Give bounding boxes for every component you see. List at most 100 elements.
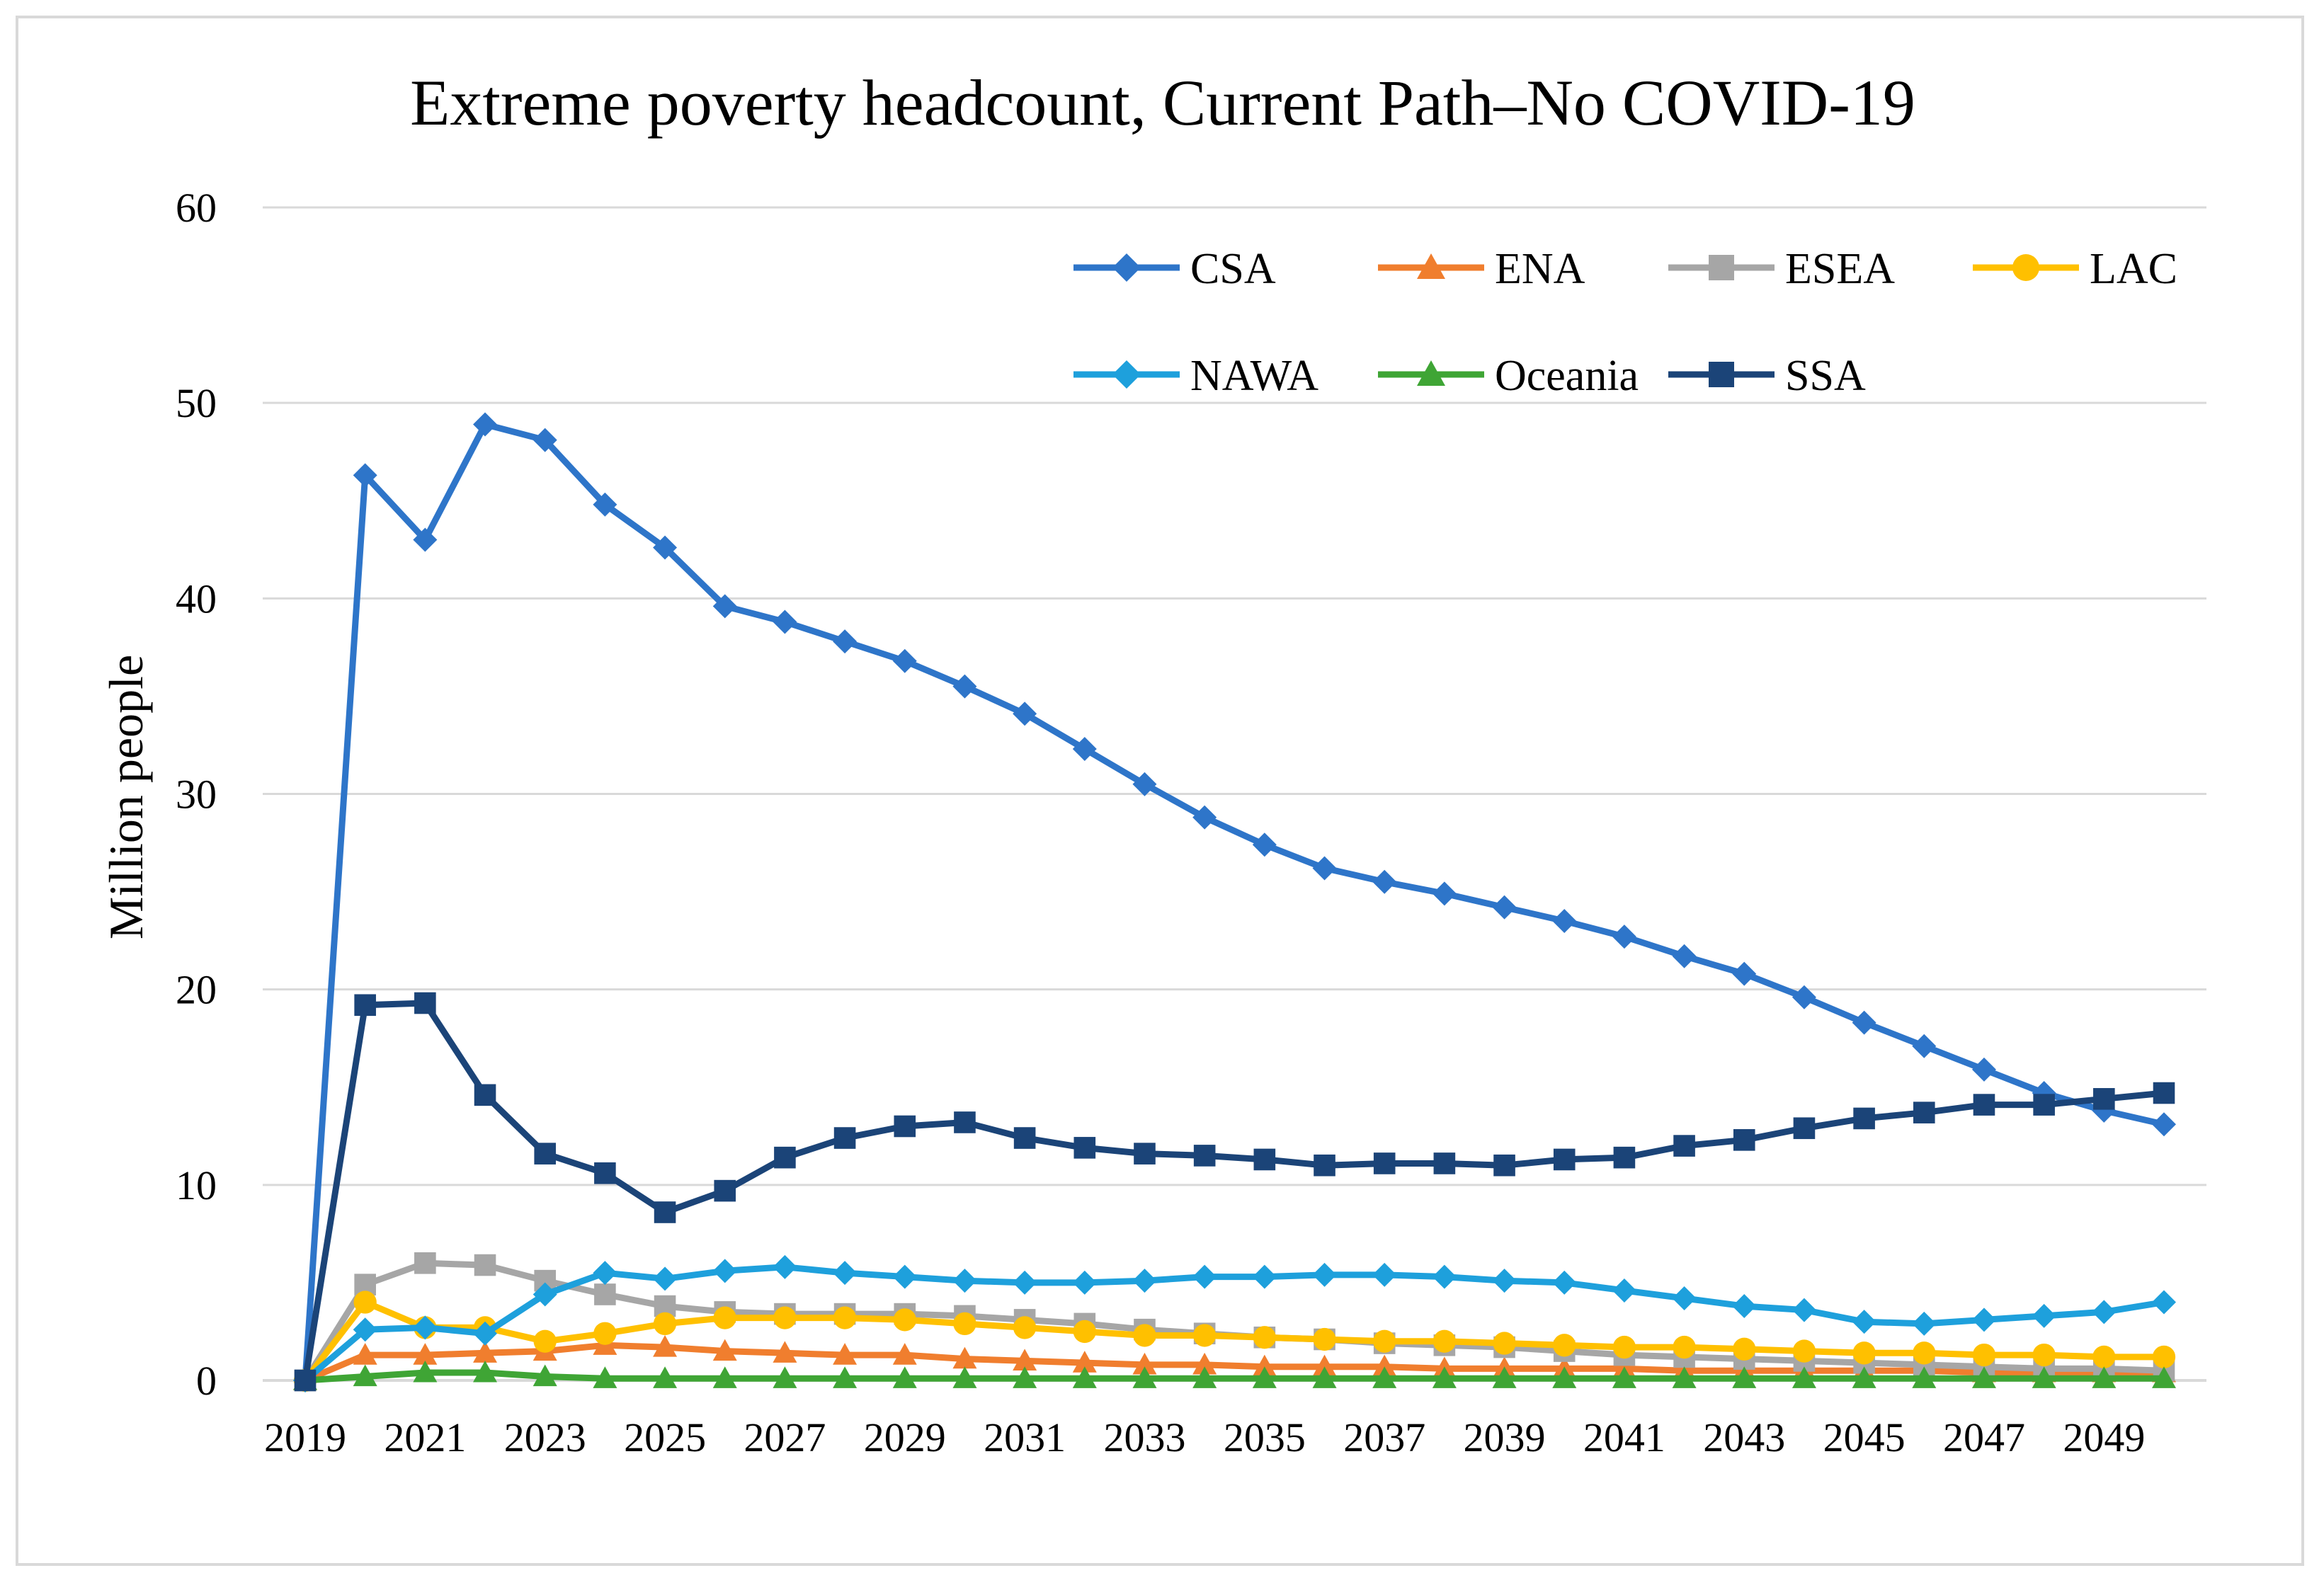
data-point [773,610,797,634]
y-tick-label: 30 [176,772,217,818]
data-point [1709,362,1734,387]
data-point [773,1306,797,1329]
series-csa [293,412,2176,1392]
data-point [1013,1127,1036,1149]
data-point [1433,1152,1456,1174]
series-ssa [294,992,2175,1392]
x-tick-label: 2021 [384,1414,466,1460]
data-point [1733,1337,1756,1361]
data-point [1912,1034,1937,1058]
series-oceania [293,1360,2176,1390]
data-point [892,1343,917,1365]
data-point [1013,1366,1037,1388]
data-point [353,1291,377,1314]
data-point [653,535,678,560]
data-point [413,1343,438,1365]
data-point [2012,254,2039,281]
x-tick-label: 2035 [1224,1414,1306,1460]
data-point [1673,1335,1696,1359]
data-point [1372,1366,1397,1388]
data-point [892,648,917,673]
data-point [1971,1366,1996,1388]
chart-title: Extreme poverty headcount, Current Path–… [410,67,1915,139]
data-point [833,629,858,654]
data-point [1013,1270,1037,1295]
data-point [1971,1057,1996,1082]
legend-item-lac: LAC [1973,245,2177,293]
x-tick-label: 2027 [744,1414,826,1460]
data-point [1672,1286,1697,1311]
data-point [712,1339,737,1361]
data-point [414,1252,436,1274]
data-point [2152,1345,2176,1369]
data-point [1492,895,1517,920]
data-point [1312,1354,1337,1377]
data-point [1013,1349,1037,1371]
x-tick-label: 2031 [984,1414,1066,1460]
data-point [532,428,557,452]
data-point [653,1366,678,1388]
data-point [1192,1366,1217,1388]
legend-item-ena: ENA [1378,245,1585,293]
data-point [1552,1270,1577,1295]
data-point [653,1266,678,1291]
data-point [1112,253,1141,282]
data-point [1612,1335,1636,1359]
x-tick-label: 2045 [1823,1414,1906,1460]
data-point [1792,985,1816,1009]
data-point [1912,1366,1937,1388]
data-point [1252,1264,1277,1289]
data-point [534,1143,557,1165]
x-tick-label: 2029 [864,1414,946,1460]
data-point [954,1111,976,1133]
data-point [593,1261,617,1286]
data-point [712,1259,737,1283]
series-lac [293,1291,2176,1392]
data-point [1073,1137,1096,1159]
x-tick-label: 2047 [1943,1414,2025,1460]
data-point [1313,1327,1336,1351]
data-point [773,1366,797,1388]
legend-item-oceania: Oceania [1378,352,1639,400]
data-point [713,1306,736,1329]
data-point [1672,944,1697,968]
legend: CSA ENA ESEA LAC NAWA Oceania SSA [1073,245,2177,400]
data-point [833,1343,858,1365]
data-point [773,1254,797,1279]
chart-frame: Extreme poverty headcount, Current Path–… [16,16,2304,1566]
data-point [1913,1341,1936,1365]
data-point [2092,1366,2117,1388]
data-point [1132,1352,1157,1375]
data-point [474,1084,496,1106]
series-nawa [293,1254,2176,1392]
data-point [593,492,617,517]
data-point [1852,1310,1876,1334]
data-point [2092,1345,2116,1369]
data-point [1672,1366,1697,1388]
data-point [2032,1343,2056,1367]
legend-item-nawa: NAWA [1073,352,1318,400]
data-point [1372,869,1397,894]
data-point [1193,1324,1217,1347]
x-tick-label: 2037 [1343,1414,1425,1460]
data-point [594,1162,616,1184]
data-point [1552,1366,1577,1388]
data-point [353,1364,377,1387]
data-point [533,1329,557,1353]
data-point [1612,1278,1636,1303]
legend-label: CSA [1190,245,1276,293]
data-point [1853,1107,1875,1130]
data-point [1132,772,1157,796]
data-point [1312,856,1337,881]
data-point [1732,1294,1757,1319]
data-point [594,1283,616,1305]
data-point [473,1341,498,1363]
legend-label: ESEA [1785,245,1895,293]
data-point [1073,1320,1096,1344]
data-point [2152,1112,2176,1137]
data-point [413,527,438,552]
data-point [1553,1334,1576,1357]
series-line [302,421,2165,1381]
series-group [293,412,2176,1392]
x-tick-label: 2049 [2063,1414,2145,1460]
